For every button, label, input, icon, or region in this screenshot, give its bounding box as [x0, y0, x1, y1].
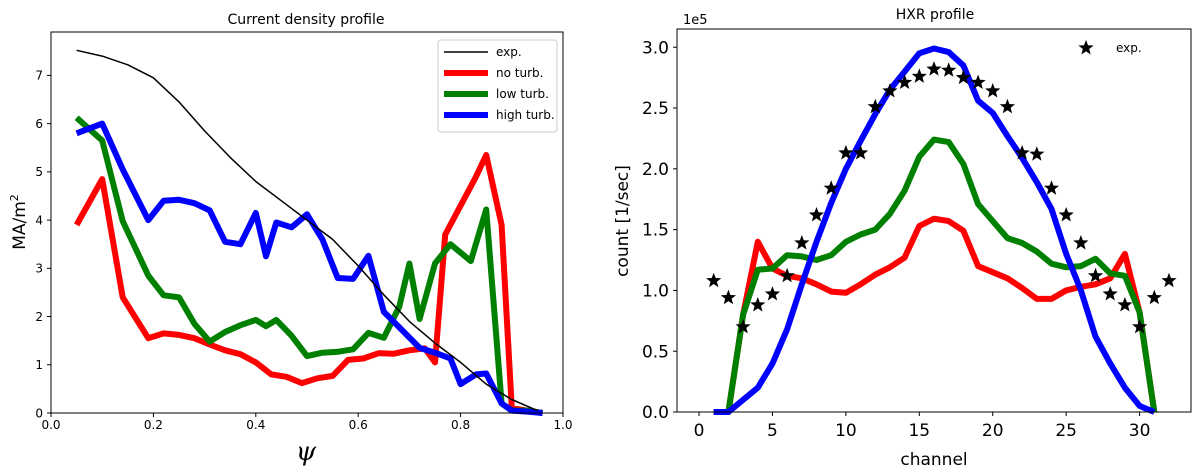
x-tick-label: 0.0 [41, 418, 60, 432]
legend-label: exp. [1116, 41, 1142, 55]
plot-frame [50, 31, 564, 414]
y-tick-label: 1.0 [642, 282, 669, 302]
x-tick-label: 15 [908, 421, 930, 441]
series-exp [706, 61, 1177, 334]
data-point-star [1073, 235, 1089, 250]
legend: exp. no turb. low turb. high turb. [437, 39, 558, 133]
x-ticks: 0.0 0.2 0.4 0.6 0.8 1.0 [41, 413, 573, 432]
data-point-star [941, 62, 957, 77]
series-layer [706, 45, 1177, 415]
x-tick-label: 10 [835, 421, 857, 441]
series-low-turb-line [74, 115, 543, 416]
x-tick-label: 0 [694, 421, 705, 441]
data-point-star [808, 207, 825, 222]
data-point-star [867, 98, 883, 114]
y-axis-label: MA/m2 [8, 194, 30, 250]
legend-label: high turb. [496, 108, 555, 122]
data-point-star [1087, 267, 1104, 283]
data-point-star [1102, 286, 1118, 301]
legend: exp. [1078, 40, 1142, 55]
series-exp-line [76, 49, 538, 412]
chart-title: Current density profile [227, 12, 384, 28]
y-ticks: 0.0 0.5 1.0 1.5 2.0 2.5 3.0 [642, 38, 677, 423]
x-tick-label: 5 [767, 421, 778, 441]
legend-label: low turb. [496, 87, 549, 101]
y-tick-label: 6 [35, 117, 43, 131]
data-point-star [706, 272, 722, 288]
series-blue-line [713, 45, 1156, 415]
y-tick-label: 0.0 [642, 403, 669, 423]
x-tick-label: 0.4 [246, 418, 265, 432]
data-point-star [853, 145, 869, 160]
y-tick-label: 4 [35, 213, 43, 227]
data-point-star [882, 83, 898, 98]
x-ticks: 0 5 10 15 20 25 30 [694, 412, 1151, 441]
data-point-star [999, 98, 1015, 114]
y-tick-label: 2.5 [642, 99, 669, 119]
data-point-star [897, 74, 913, 89]
y-axis-label: count [1/sec] [613, 165, 633, 277]
data-point-star [720, 289, 736, 305]
x-tick-label: 0.6 [349, 418, 368, 432]
y-tick-label: 1.5 [642, 221, 669, 241]
data-point-star [926, 61, 942, 76]
hxr-profile-chart: HXR profile 1e5 0 5 10 15 20 25 30 0.0 0.5 1.0 1.… [613, 7, 1192, 470]
x-tick-label: 30 [1129, 421, 1151, 441]
data-point-star [1146, 289, 1162, 305]
series-high-turb-line [75, 120, 543, 416]
y-ticks: 0 1 2 3 4 5 6 7 [35, 69, 51, 420]
y-tick-label: 3 [35, 262, 43, 276]
data-point-star [1132, 318, 1148, 334]
data-point-star [1117, 297, 1133, 312]
x-axis-label: ψ [296, 437, 317, 467]
y-tick-label: 0 [35, 406, 43, 420]
data-point-star [985, 83, 1001, 98]
y-tick-label: 5 [35, 165, 43, 179]
x-axis-label: channel [900, 450, 967, 470]
data-point-star [1029, 146, 1045, 161]
x-tick-label: 25 [1055, 421, 1077, 441]
data-point-star [823, 180, 839, 195]
series-green-line [713, 136, 1158, 415]
data-point-star [1058, 207, 1074, 222]
y-tick-label: 2 [35, 310, 43, 324]
x-tick-label: 0.8 [451, 418, 470, 432]
data-point-star [1014, 145, 1030, 160]
data-point-star [1161, 272, 1177, 288]
y-multiplier-label: 1e5 [683, 13, 708, 28]
current-density-chart: Current density profile 0.0 0.2 0.4 0.6 0.8 1… [8, 12, 573, 467]
data-point-star [794, 235, 810, 250]
chart-title: HXR profile [896, 7, 975, 23]
data-point-star [838, 145, 854, 160]
data-point-star [735, 318, 751, 334]
legend-marker-exp [1078, 40, 1094, 55]
series-layer [73, 49, 543, 416]
y-tick-label: 2.0 [642, 160, 669, 180]
data-point-star [1043, 180, 1060, 195]
data-point-star [911, 68, 927, 83]
data-point-star [955, 69, 971, 85]
data-point-star [970, 74, 986, 89]
y-tick-label: 0.5 [642, 342, 669, 362]
y-tick-label: 7 [35, 69, 43, 83]
series-no-turb-line [73, 152, 543, 416]
plot-frame [676, 28, 1192, 413]
x-tick-label: 20 [982, 421, 1004, 441]
x-tick-label: 1.0 [553, 418, 572, 432]
data-point-star [764, 286, 781, 301]
y-tick-label: 3.0 [642, 38, 669, 58]
legend-label: exp. [496, 45, 522, 59]
y-tick-label: 1 [35, 358, 43, 372]
legend-box [437, 39, 558, 133]
x-tick-label: 0.2 [144, 418, 163, 432]
data-point-star [779, 267, 795, 283]
data-point-star [750, 297, 766, 312]
legend-label: no turb. [496, 66, 543, 80]
